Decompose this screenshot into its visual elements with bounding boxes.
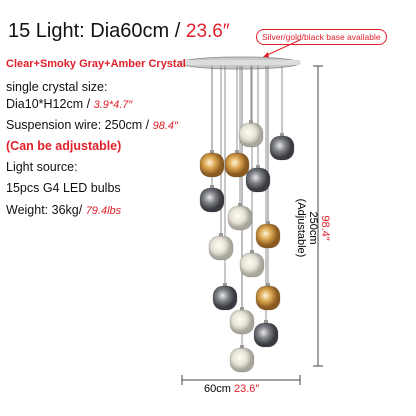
width-cm: 60cm (204, 383, 231, 395)
spec-inch: 79.4lbs (85, 205, 122, 217)
globe-cap (210, 150, 214, 154)
height-cm: 250cm (307, 211, 319, 245)
spec: Dia10*H12cm / 3.9*4.7″ (6, 97, 132, 111)
spec-text: Light source: (6, 160, 78, 174)
spec: 15pcs G4 LED bulbs (6, 181, 121, 195)
globe (239, 252, 265, 278)
spec-text: Weight: 36kg/ (6, 203, 83, 217)
spec-text: Dia10*H12cm / (6, 97, 91, 111)
spec-text: 15pcs G4 LED bulbs (6, 181, 121, 195)
spec-text: (Can be adjustable) (6, 139, 122, 153)
spec: Weight: 36kg/ 79.4lbs (6, 203, 121, 217)
arrow-head (262, 52, 269, 58)
globe (229, 347, 255, 373)
spec: single crystal size: (6, 80, 107, 94)
globe-cap (256, 165, 260, 169)
globe (253, 322, 279, 348)
title: 15 Light: Dia60cm / 23.6″ (8, 20, 230, 43)
globe-cap (249, 120, 253, 124)
globe (199, 152, 225, 178)
spec-inch: 3.9*4.7″ (93, 99, 133, 111)
globe (227, 205, 253, 231)
canopy-rim (180, 60, 300, 65)
width-label: 60cm 23.6″ (204, 383, 259, 395)
globe-cap (280, 133, 284, 137)
spec: Suspension wire: 250cm / 98.4″ (6, 118, 178, 132)
spec-text: Suspension wire: 250cm / (6, 118, 150, 132)
badge: Silver/gold/black base available (256, 29, 387, 45)
globe (212, 285, 238, 311)
globe (224, 152, 250, 178)
height-label: 98.4″ 250cm (Adjustable) (295, 183, 331, 273)
spec-inch: 98.4″ (152, 120, 178, 132)
globe (255, 223, 281, 249)
globe-cap (250, 250, 254, 254)
badge-arrow (264, 39, 301, 57)
globe (229, 309, 255, 335)
globe-cap (266, 221, 270, 225)
spec: Light source: (6, 160, 78, 174)
globe (238, 122, 264, 148)
width-inch: 23.6″ (233, 383, 260, 395)
globe-cap (210, 185, 214, 189)
spec-text: single crystal size: (6, 80, 108, 94)
globe-cap (240, 345, 244, 349)
globe-cap (238, 203, 242, 207)
globe (208, 235, 234, 261)
globe (199, 187, 225, 213)
title-inch: 23.6″ (185, 21, 230, 42)
globe (255, 285, 281, 311)
globe-cap (240, 307, 244, 311)
globe-cap (219, 233, 223, 237)
globe (245, 167, 271, 193)
height-note: (Adjustable) (295, 198, 307, 258)
globe-cap (266, 283, 270, 287)
globe-cap (223, 283, 227, 287)
spec: Clear+Smoky Gray+Amber Crystal (6, 58, 186, 70)
globe-cap (264, 320, 268, 324)
title-main: 15 Light: Dia60cm / (8, 20, 181, 42)
globes (199, 66, 295, 373)
height-inch: 98.4″ (319, 215, 331, 241)
globe-cap (235, 150, 239, 154)
spec-text: Clear+Smoky Gray+Amber Crystal (6, 58, 186, 70)
spec: (Can be adjustable) (6, 139, 121, 153)
globe (269, 135, 295, 161)
